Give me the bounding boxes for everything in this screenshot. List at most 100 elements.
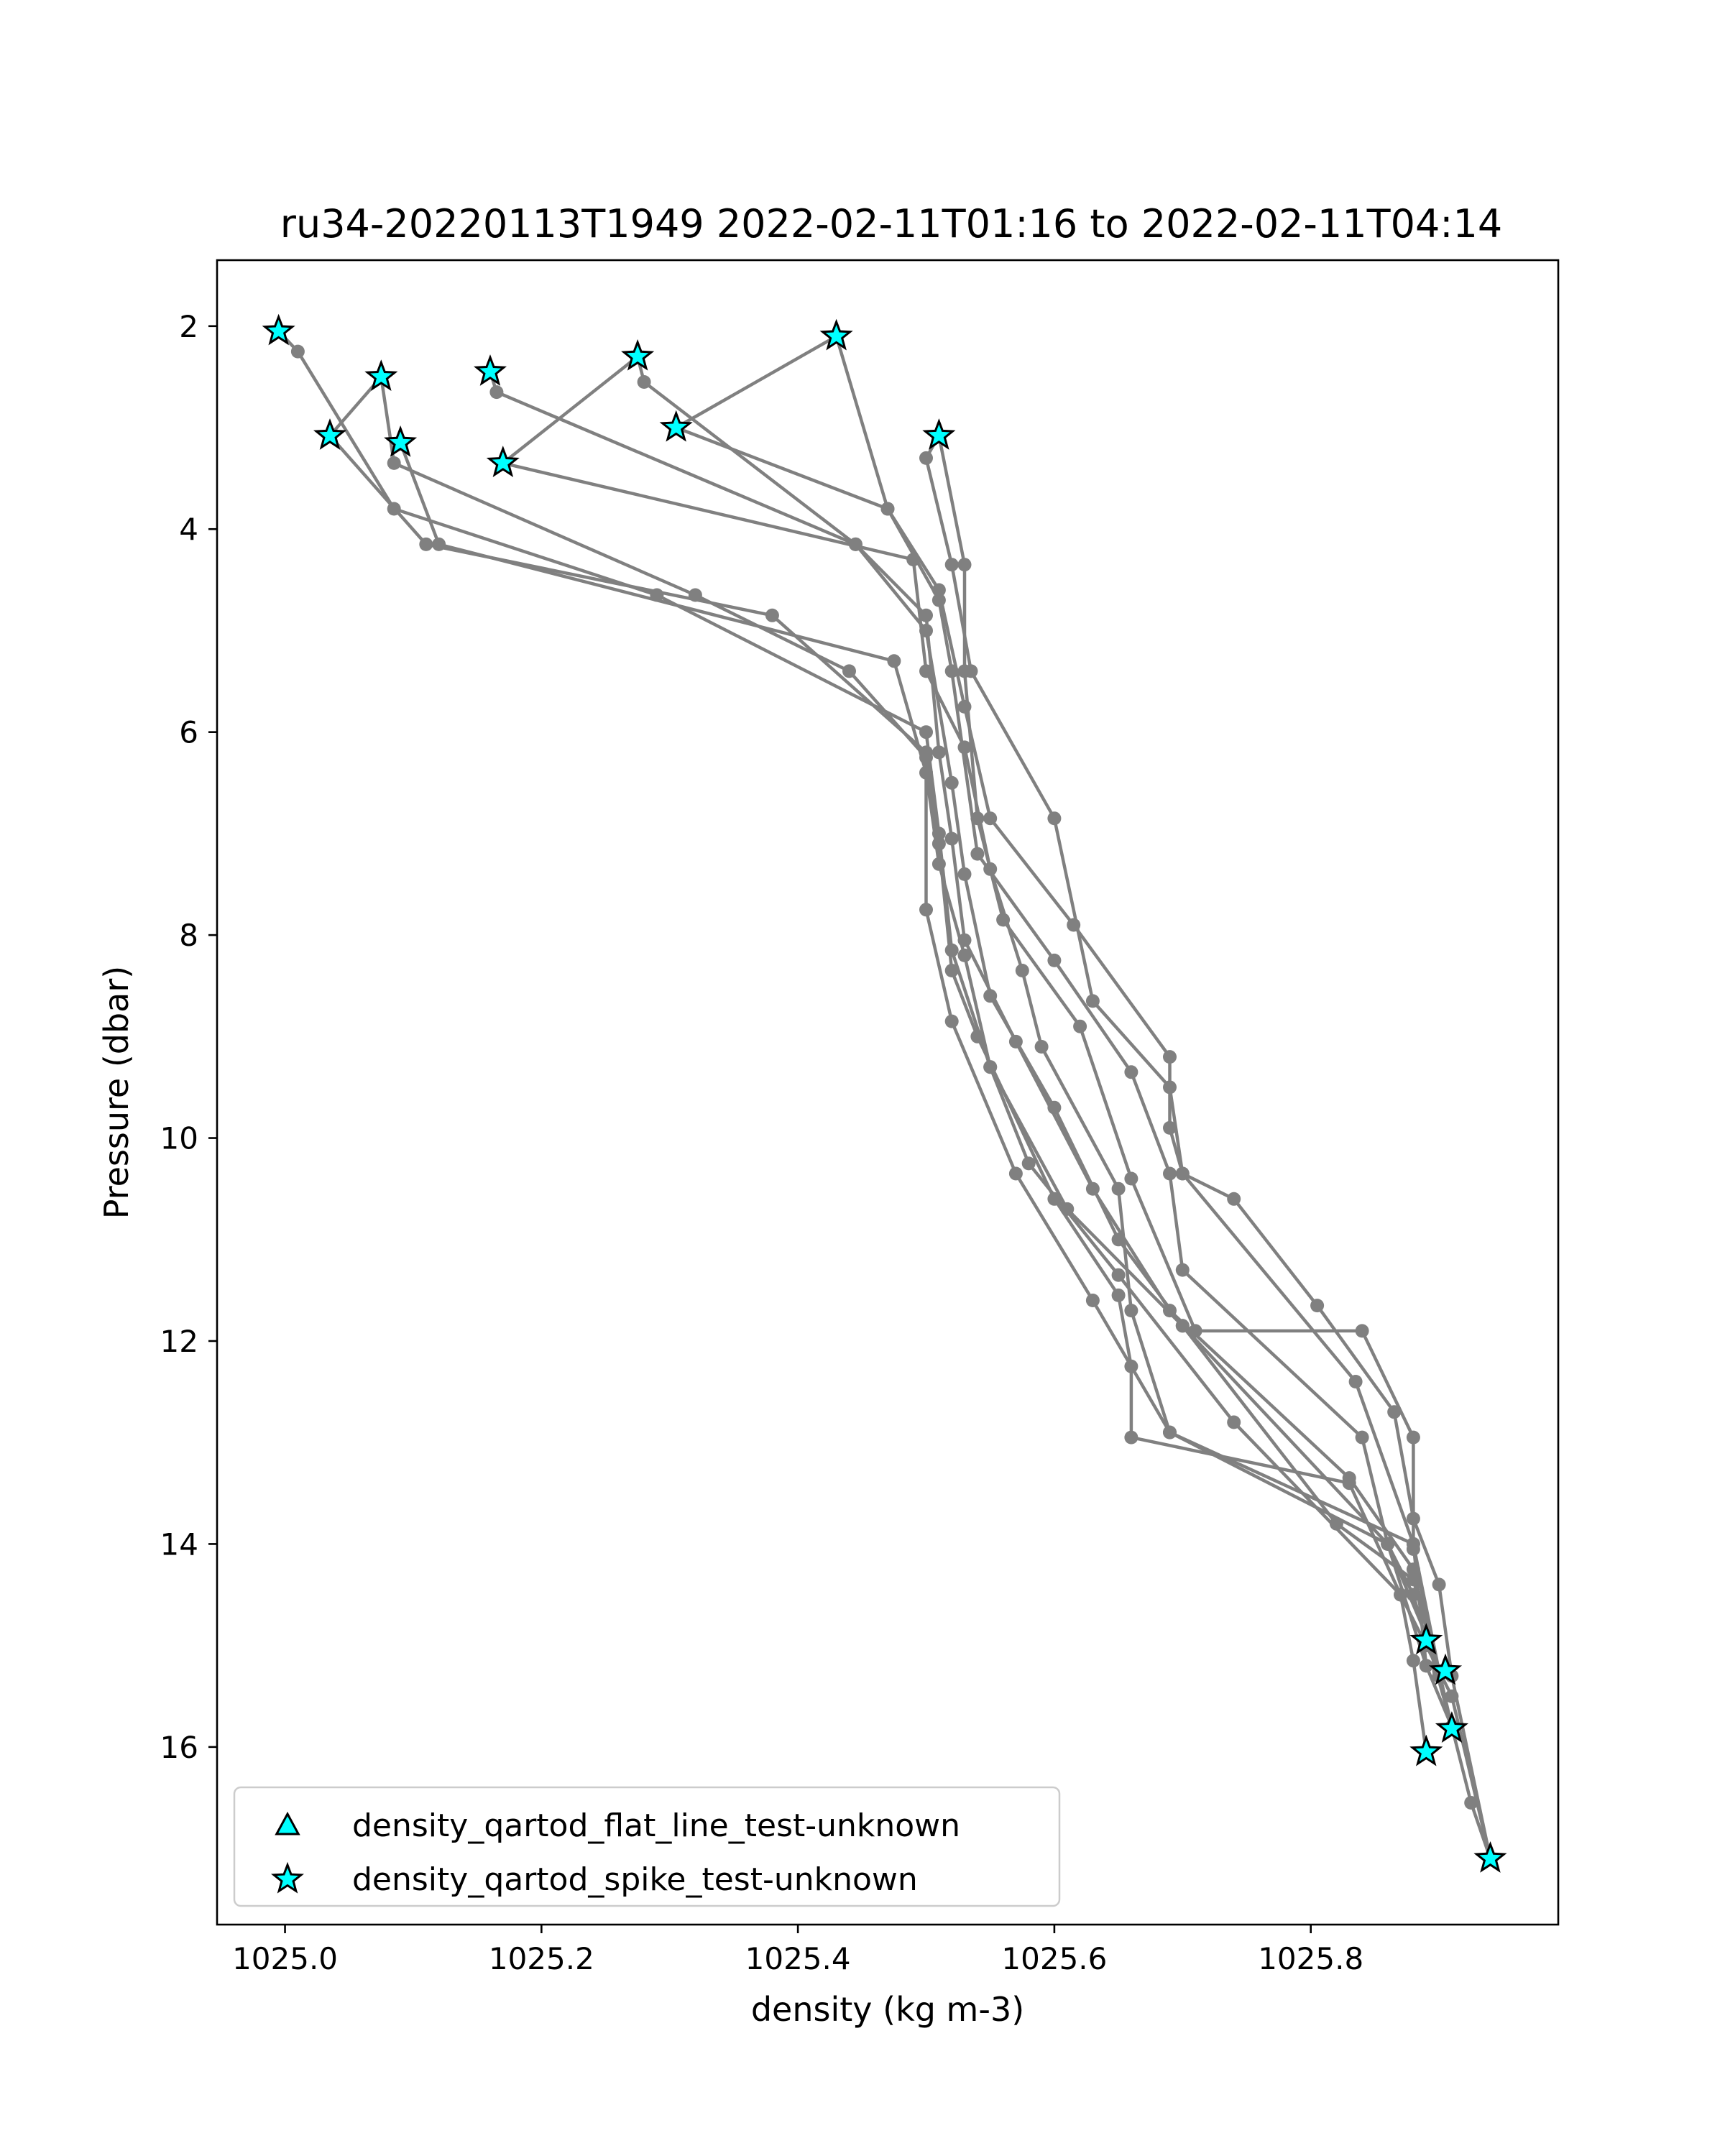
profile-1-point-9 [1021,1156,1036,1171]
profile-10-point-7 [1163,1080,1177,1095]
y-tick-label-1: 2 [179,309,198,344]
spike-flag-marker-2 [313,418,347,450]
profile-9-point-8 [1163,1120,1177,1135]
profile-line-6 [502,354,1441,1677]
profile-6-point-3 [637,375,651,389]
profile-5-point-2 [489,385,504,400]
profile-8-point-5 [944,664,959,678]
spike-flag-marker-4 [384,425,418,457]
profile-7-point-7 [1034,1040,1049,1054]
profile-10-point-10 [1310,1299,1325,1313]
profile-9-point-2 [880,502,895,516]
qartod-flag-markers [262,313,1507,1873]
profile-11-point-9 [1355,1324,1369,1338]
y-tick-label-2: 4 [179,512,198,547]
profile-9-point-4 [957,699,972,714]
y-axis-ticks: 2 4 6 8 10 12 14 16 [160,309,217,1765]
profile-line-11 [937,435,1492,1859]
spike-flag-marker-8 [659,410,693,442]
profile-4-point-11 [1406,1588,1420,1602]
profile-5-point-12 [1406,1562,1420,1577]
profile-3-point-13 [1394,1588,1408,1602]
profile-4-point-7 [983,1060,998,1074]
y-tick-label-3: 6 [179,715,198,750]
spike-flag-marker-6 [486,446,520,478]
profile-7-point-4 [957,740,972,755]
profile-11-point-3 [957,664,972,678]
profile-1-point-7 [944,943,959,957]
profile-3-point-4 [919,745,933,760]
profile-11-point-6 [1073,1019,1087,1033]
legend-triangle-icon [275,1811,300,1835]
y-tick-label-4: 8 [179,918,198,953]
profile-11-point-8 [1188,1324,1202,1338]
x-tick-label-4: 1025.6 [1001,1941,1107,1976]
x-axis-ticks: 1025.0 1025.2 1025.4 1025.6 1025.8 [232,1925,1363,1976]
profile-8-point-8 [1124,1065,1138,1079]
profile-1-point-4 [650,588,664,602]
y-tick-label-7: 14 [160,1526,198,1562]
profile-3-point-5 [932,837,946,851]
spike-flag-marker-7 [621,338,655,371]
profile-10-point-12 [1406,1511,1420,1526]
profile-4-point-5 [932,857,946,871]
profile-2-point-3 [387,456,401,470]
profile-4-point-2 [432,537,446,551]
profile-3-point-8 [1047,1192,1062,1206]
profile-7-point-10 [1163,1425,1177,1439]
profile-8-point-11 [1355,1430,1369,1445]
profile-9-point-3 [932,583,946,597]
profile-5-point-5 [932,745,946,760]
profile-10-point-3 [944,558,959,572]
legend-label-2: density_qartod_spike_test-unknown [352,1861,918,1898]
profile-line-9 [675,425,1428,1667]
profile-1-point-3 [387,502,401,516]
profile-8-point-4 [932,593,946,607]
x-tick-label-5: 1025.8 [1258,1941,1363,1976]
profile-7-point-8 [1111,1181,1126,1196]
profile-9-point-5 [983,811,998,826]
profile-9-point-7 [1163,1050,1177,1064]
profile-2-point-8 [944,1014,959,1028]
profile-6-point-13 [1406,1572,1420,1587]
profile-7-point-6 [1015,964,1029,977]
profile-4-point-3 [887,654,901,668]
profile-2-point-10 [1085,1294,1100,1307]
x-axis-label: density (kg m-3) [751,1990,1024,2029]
profile-11-point-13 [1464,1796,1478,1810]
profile-1-point-6 [932,826,946,841]
profile-10-point-2 [919,451,933,465]
profile-7-point-2 [906,553,921,567]
y-tick-label-8: 16 [160,1730,198,1765]
profile-10-point-5 [1047,811,1062,826]
profile-2-point-7 [919,903,933,917]
profile-1-point-2 [290,344,305,359]
spike-flag-marker-1 [262,313,295,346]
profile-9-point-12 [1419,1659,1433,1673]
legend-entries: density_qartod_flat_line_test-unknownden… [270,1807,960,1898]
profile-8-point-9 [1163,1166,1177,1181]
profile-4-point-4 [919,765,933,780]
profile-6-point-5 [919,624,933,637]
profile-line-2 [328,375,1454,1728]
y-axis-label: Pressure (dbar) [97,966,136,1219]
profile-6-point-11 [1175,1319,1190,1333]
spike-flag-marker-11 [1409,1623,1443,1655]
profile-3-point-6 [944,964,959,977]
profile-11-point-5 [996,913,1011,927]
profile-8-point-7 [1047,953,1062,967]
spike-flag-marker-13 [1435,1711,1469,1743]
profile-4-point-8 [1060,1202,1075,1216]
profile-9-point-10 [1348,1375,1363,1388]
spike-flag-marker-15 [1473,1841,1507,1873]
x-tick-label-3: 1025.4 [745,1941,851,1976]
legend: density_qartod_flat_line_test-unknownden… [233,1786,1061,1907]
profile-10-point-9 [1227,1192,1241,1206]
chart-title: ru34-20220113T1949 2022-02-11T01:16 to 2… [280,201,1502,247]
profile-6-point-12 [1329,1516,1343,1531]
spike-flag-marker-10 [922,418,956,450]
profile-6-point-7 [957,867,972,881]
y-tick-label-6: 12 [160,1324,198,1359]
profile-2-point-9 [1008,1166,1023,1181]
